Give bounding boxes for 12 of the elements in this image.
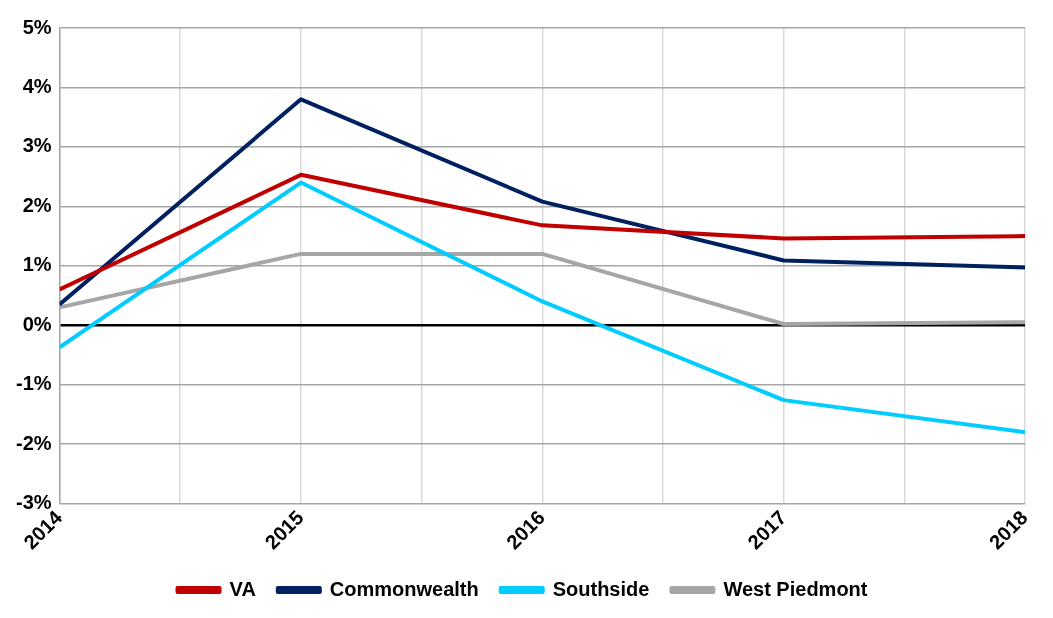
y-tick-label: -1% — [15, 372, 52, 395]
y-tick-label: 5% — [22, 15, 52, 38]
legend-label: West Piedmont — [723, 577, 868, 600]
y-tick-label: -2% — [15, 431, 52, 454]
legend-label: Commonwealth — [329, 577, 479, 600]
y-tick-label: 1% — [22, 253, 52, 276]
y-tick-label: 2% — [22, 193, 52, 216]
y-tick-label: 0% — [22, 312, 52, 335]
y-tick-label: 3% — [22, 134, 52, 157]
y-tick-label: 4% — [22, 74, 52, 97]
legend-label: Southside — [552, 577, 650, 600]
legend-label: VA — [229, 577, 256, 600]
